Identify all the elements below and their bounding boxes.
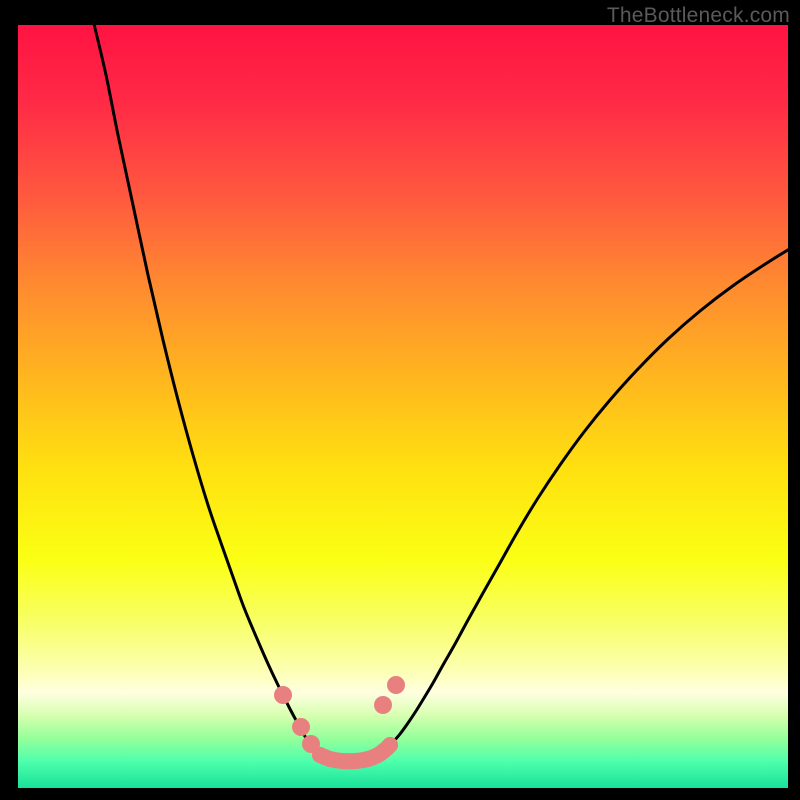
marker-dot — [374, 696, 392, 714]
bottleneck-chart — [0, 0, 800, 800]
marker-dot — [274, 686, 292, 704]
marker-dot — [382, 737, 398, 753]
marker-dot — [387, 676, 405, 694]
gradient-background — [18, 25, 788, 788]
chart-container: TheBottleneck.com — [0, 0, 800, 800]
marker-dot — [312, 747, 328, 763]
marker-dot — [292, 718, 310, 736]
